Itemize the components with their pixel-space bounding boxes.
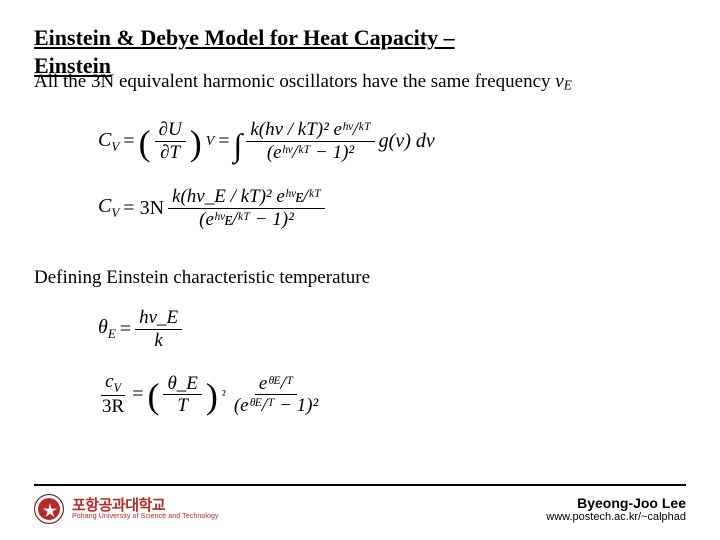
equation-cv-integral: CV = ( ∂U ∂T )V = ∫ k(hν / kT)² eʰᵛ/ᵏᵀ (… [98, 119, 686, 164]
eq1-Csub: V [111, 139, 119, 154]
lparen-icon-2: ( [147, 382, 159, 411]
eq3-num: hν_E [135, 307, 182, 330]
eq4-3R: 3R [98, 396, 128, 418]
eq4-p-num: θ_E [163, 373, 201, 396]
eq4-csub: V [114, 381, 122, 395]
eq1-eq2: = [218, 130, 229, 153]
freq-symbol: νE [555, 71, 572, 92]
eq3-den: k [150, 330, 166, 352]
eq1-subV: V [206, 134, 215, 150]
eq2-eq: = 3N [123, 197, 164, 220]
logo-text: 포항공과대학교 Pohang University of Science and… [72, 498, 219, 520]
footer: 포항공과대학교 Pohang University of Science and… [34, 490, 686, 528]
postech-crest-icon [34, 494, 64, 524]
eq1-dT: ∂T [156, 142, 184, 164]
defining-text: Defining Einstein characteristic tempera… [34, 267, 686, 289]
intro-text: All the 3N equivalent harmonic oscillato… [34, 71, 686, 93]
eq1-kernel: k(hν / kT)² eʰᵛ/ᵏᵀ (eʰᵛ/ᵏᵀ − 1)² [246, 119, 374, 164]
equation-cv-3n: CV = 3N k(hν_E / kT)² eʰᵛᴇ/ᵏᵀ (eʰᵛᴇ/ᵏᵀ −… [98, 186, 686, 231]
eq1-dU: ∂U [155, 119, 186, 142]
eq2-den: (eʰᵛᴇ/ᵏᵀ − 1)² [195, 209, 298, 231]
eq4-eq: = [132, 383, 143, 406]
logo-korean: 포항공과대학교 [72, 498, 219, 513]
eq3-theta: θ [98, 316, 108, 338]
eq1-den: (eʰᵛ/ᵏᵀ − 1)² [263, 142, 358, 164]
eq1-dudt: ∂U ∂T [155, 119, 186, 164]
eq4-sq: ² [222, 387, 226, 403]
eq4-den: (eᶿᴱ/ᵀ − 1)² [230, 395, 322, 417]
author-name: Byeong-Joo Lee [546, 495, 686, 511]
footer-rule [34, 484, 686, 486]
eq1-meas: g(ν) dν [379, 130, 435, 153]
equation-thetaE: θE = hν_E k [98, 307, 686, 352]
rparen-icon: ) [190, 129, 202, 158]
lparen-icon: ( [139, 129, 151, 158]
eq4-lhs: cV 3R [98, 371, 128, 418]
nu-symbol: ν [555, 71, 563, 92]
logo-block: 포항공과대학교 Pohang University of Science and… [34, 494, 219, 524]
eq2-C: C [98, 195, 111, 217]
nu-sub: E [564, 77, 572, 92]
eq4-num: eᶿᴱ/ᵀ [255, 373, 297, 396]
intro-prefix: All the 3N equivalent harmonic oscillato… [34, 71, 555, 92]
eq4-p-den: T [173, 395, 192, 417]
footer-right: Byeong-Joo Lee www.postech.ac.kr/~calpha… [546, 495, 686, 523]
rparen-icon-2: ) [206, 382, 218, 411]
eq1-eq: = [123, 130, 134, 153]
eq3-eq: = [120, 318, 131, 341]
logo-english: Pohang University of Science and Technol… [72, 513, 219, 520]
eq2-Csub: V [111, 205, 119, 220]
title-line1: Einstein & Debye Model for Heat Capacity… [34, 25, 455, 50]
eq3-thetasub: E [108, 326, 116, 341]
eq2-frac: k(hν_E / kT)² eʰᵛᴇ/ᵏᵀ (eʰᵛᴇ/ᵏᵀ − 1)² [168, 186, 325, 231]
equation-cv-over-3r: cV 3R = ( θ_E T )² eᶿᴱ/ᵀ (eᶿᴱ/ᵀ − 1)² [98, 371, 686, 418]
integral-icon: ∫ [234, 134, 243, 156]
eq2-num: k(hν_E / kT)² eʰᵛᴇ/ᵏᵀ [168, 186, 325, 209]
eq1-num: k(hν / kT)² eʰᵛ/ᵏᵀ [246, 119, 374, 142]
author-url: www.postech.ac.kr/~calphad [546, 511, 686, 523]
slide: Einstein & Debye Model for Heat Capacity… [0, 0, 720, 540]
eq1-C: C [98, 129, 111, 151]
eq4-c: c [105, 371, 113, 392]
eq3-frac: hν_E k [135, 307, 182, 352]
eq4-paren-frac: θ_E T [163, 373, 201, 418]
eq4-main-frac: eᶿᴱ/ᵀ (eᶿᴱ/ᵀ − 1)² [230, 373, 322, 418]
